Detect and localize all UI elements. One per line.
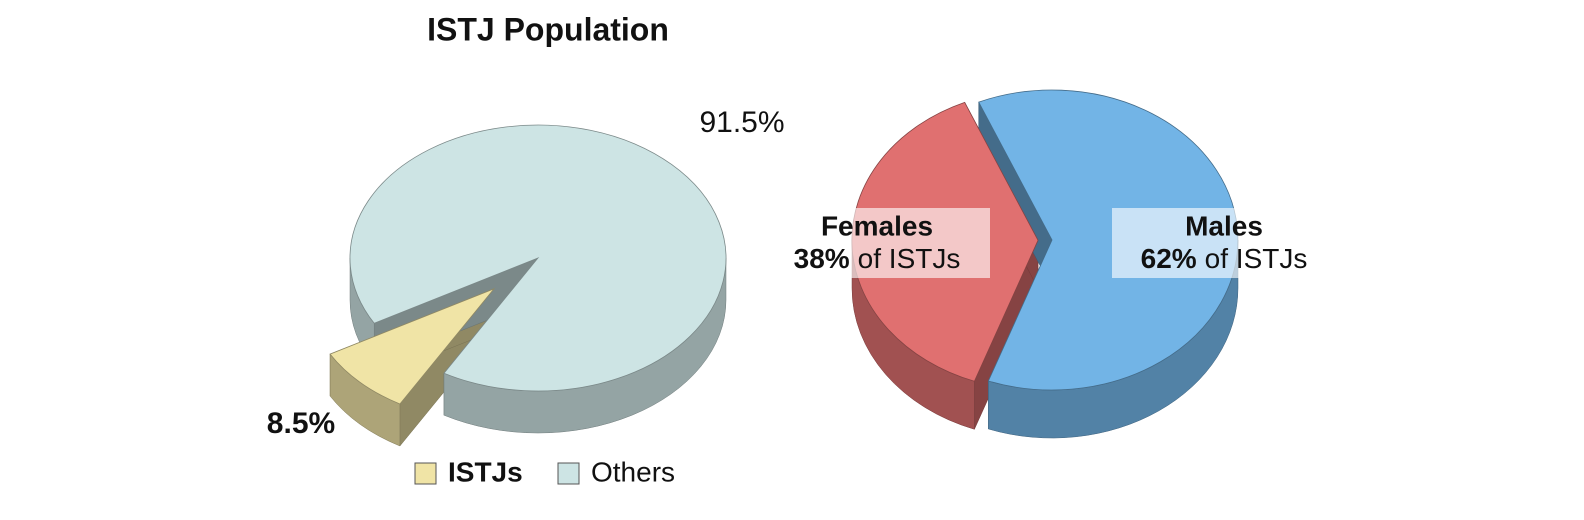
- value-label: 62%: [1141, 243, 1197, 274]
- pie: [851, 89, 1239, 439]
- slice: [349, 124, 727, 392]
- value-label-line: 62% of ISTJs: [1141, 243, 1308, 274]
- legend-label: Others: [591, 456, 675, 487]
- label-box: [765, 208, 990, 278]
- label-note: of ISTJs: [858, 243, 961, 274]
- legend-swatch: [414, 462, 437, 485]
- value-label: 38%: [794, 243, 850, 274]
- pie: [329, 124, 727, 447]
- chart-title: ISTJ Population: [427, 11, 669, 47]
- value-label: 8.5%: [267, 407, 335, 440]
- legend-label: ISTJs: [448, 456, 523, 487]
- slice: [329, 287, 496, 405]
- category-label: Males: [1185, 210, 1263, 241]
- label-note: of ISTJs: [1205, 243, 1308, 274]
- legend-swatch: [557, 462, 580, 485]
- category-label: Females: [821, 210, 933, 241]
- value-label: 91.5%: [699, 106, 784, 139]
- label-box: [1112, 208, 1337, 278]
- value-label-line: 38% of ISTJs: [794, 243, 961, 274]
